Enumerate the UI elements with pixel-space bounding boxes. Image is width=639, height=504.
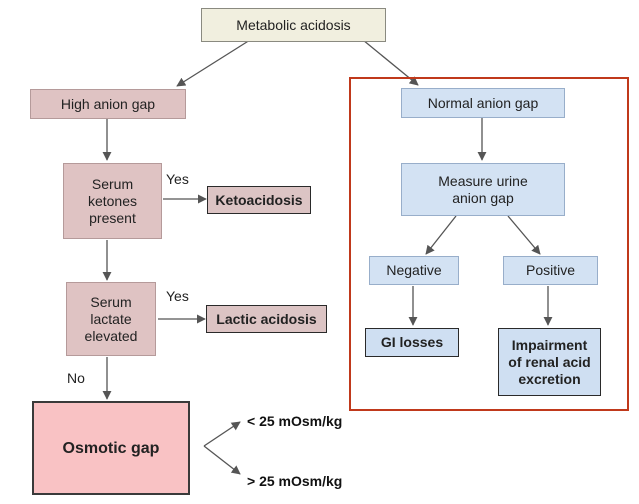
positive-box: Positive [503, 256, 598, 285]
osmotic-gap-box: Osmotic gap [32, 401, 190, 495]
high-anion-gap-box: High anion gap [30, 89, 186, 119]
arrow-osmotic-to-high [203, 445, 241, 475]
normal-anion-gap-box: Normal anion gap [401, 88, 565, 118]
osm-high-label: > 25 mOsm/kg [247, 473, 343, 489]
metabolic-acidosis-box: Metabolic acidosis [201, 8, 386, 42]
arrow-measure-to-negative [425, 215, 457, 255]
normal-gap-highlight-frame [349, 77, 629, 411]
arrow-measure-to-positive [507, 215, 541, 255]
arrow-root-to-high-gap [176, 39, 251, 87]
serum-lactate-box: Serum lactate elevated [66, 282, 156, 356]
lactate-yes-label: Yes [166, 288, 189, 304]
ketoacidosis-box: Ketoacidosis [207, 186, 311, 214]
negative-box: Negative [369, 256, 459, 285]
gi-losses-box: GI losses [365, 328, 459, 357]
lactic-acidosis-box: Lactic acidosis [206, 305, 327, 333]
serum-ketones-box: Serum ketones present [63, 163, 162, 239]
ketones-yes-label: Yes [166, 171, 189, 187]
arrow-osmotic-to-low [203, 421, 241, 447]
impairment-renal-acid-excretion-box: Impairment of renal acid excretion [498, 328, 601, 396]
lactate-no-label: No [67, 370, 85, 386]
measure-urine-anion-gap-box: Measure urine anion gap [401, 163, 565, 216]
osm-low-label: < 25 mOsm/kg [247, 413, 343, 429]
